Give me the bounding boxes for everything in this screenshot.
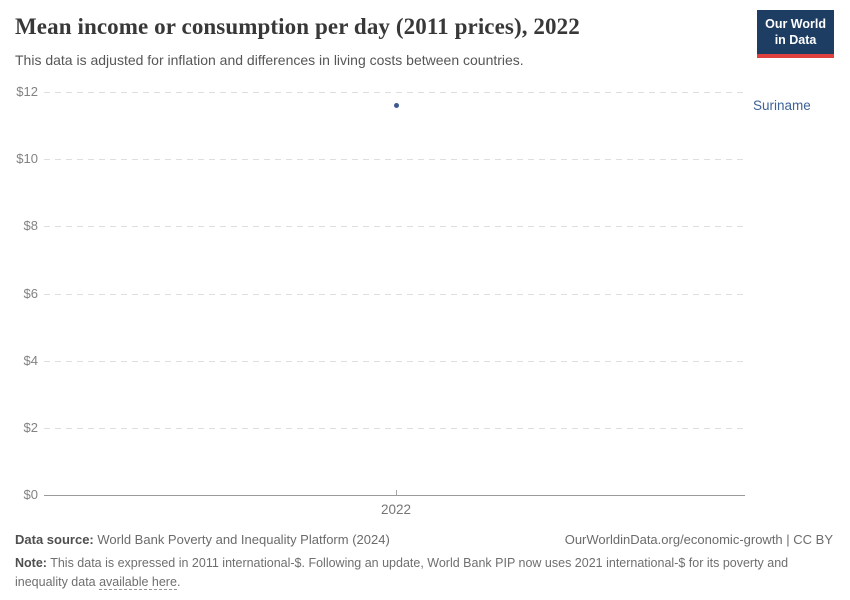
source-line: Data source: World Bank Poverty and Ineq… [15,532,833,550]
y-axis-tick-label: $10 [16,151,38,166]
note-body: This data is expressed in 2011 internati… [15,556,789,589]
owid-logo[interactable]: Our World in Data [757,10,834,58]
chart-title: Mean income or consumption per day (2011… [15,14,580,39]
note-period: . [176,574,181,589]
entity-label-suriname[interactable]: Suriname [753,98,811,114]
owid-logo-line1: Our World [765,17,826,31]
chart-footer: Data source: World Bank Poverty and Ineq… [15,532,833,591]
data-source-label: Data source: [15,532,94,547]
y-gridline [44,159,745,160]
y-gridline [44,361,745,362]
y-axis-tick-label: $8 [23,218,38,233]
x-axis-tick-label: 2022 [380,502,412,517]
attribution-text[interactable]: OurWorldinData.org/economic-growth | CC … [564,532,833,547]
x-axis-line [44,495,745,496]
note-text: Note: This data is expressed in 2011 int… [15,554,835,591]
data-source-text: Data source: World Bank Poverty and Ineq… [15,532,390,547]
data-point-suriname[interactable] [393,102,399,108]
data-source-value: World Bank Poverty and Inequality Platfo… [93,532,390,547]
x-axis-tick-mark [396,490,397,495]
y-axis-tick-label: $0 [23,487,38,502]
y-axis-tick-label: $12 [16,84,38,99]
available-here-link[interactable]: available here [99,574,177,590]
y-gridline [44,92,745,93]
owid-logo-line2: in Data [774,33,817,48]
chart-subtitle: This data is adjusted for inflation and … [15,52,524,68]
y-gridline [44,294,745,295]
y-axis-tick-label: $6 [23,286,38,301]
y-axis-tick-label: $2 [23,420,38,435]
note-label: Note: [15,556,47,570]
y-gridline [44,226,745,227]
y-axis-tick-label: $4 [23,353,38,368]
y-gridline [44,428,745,429]
